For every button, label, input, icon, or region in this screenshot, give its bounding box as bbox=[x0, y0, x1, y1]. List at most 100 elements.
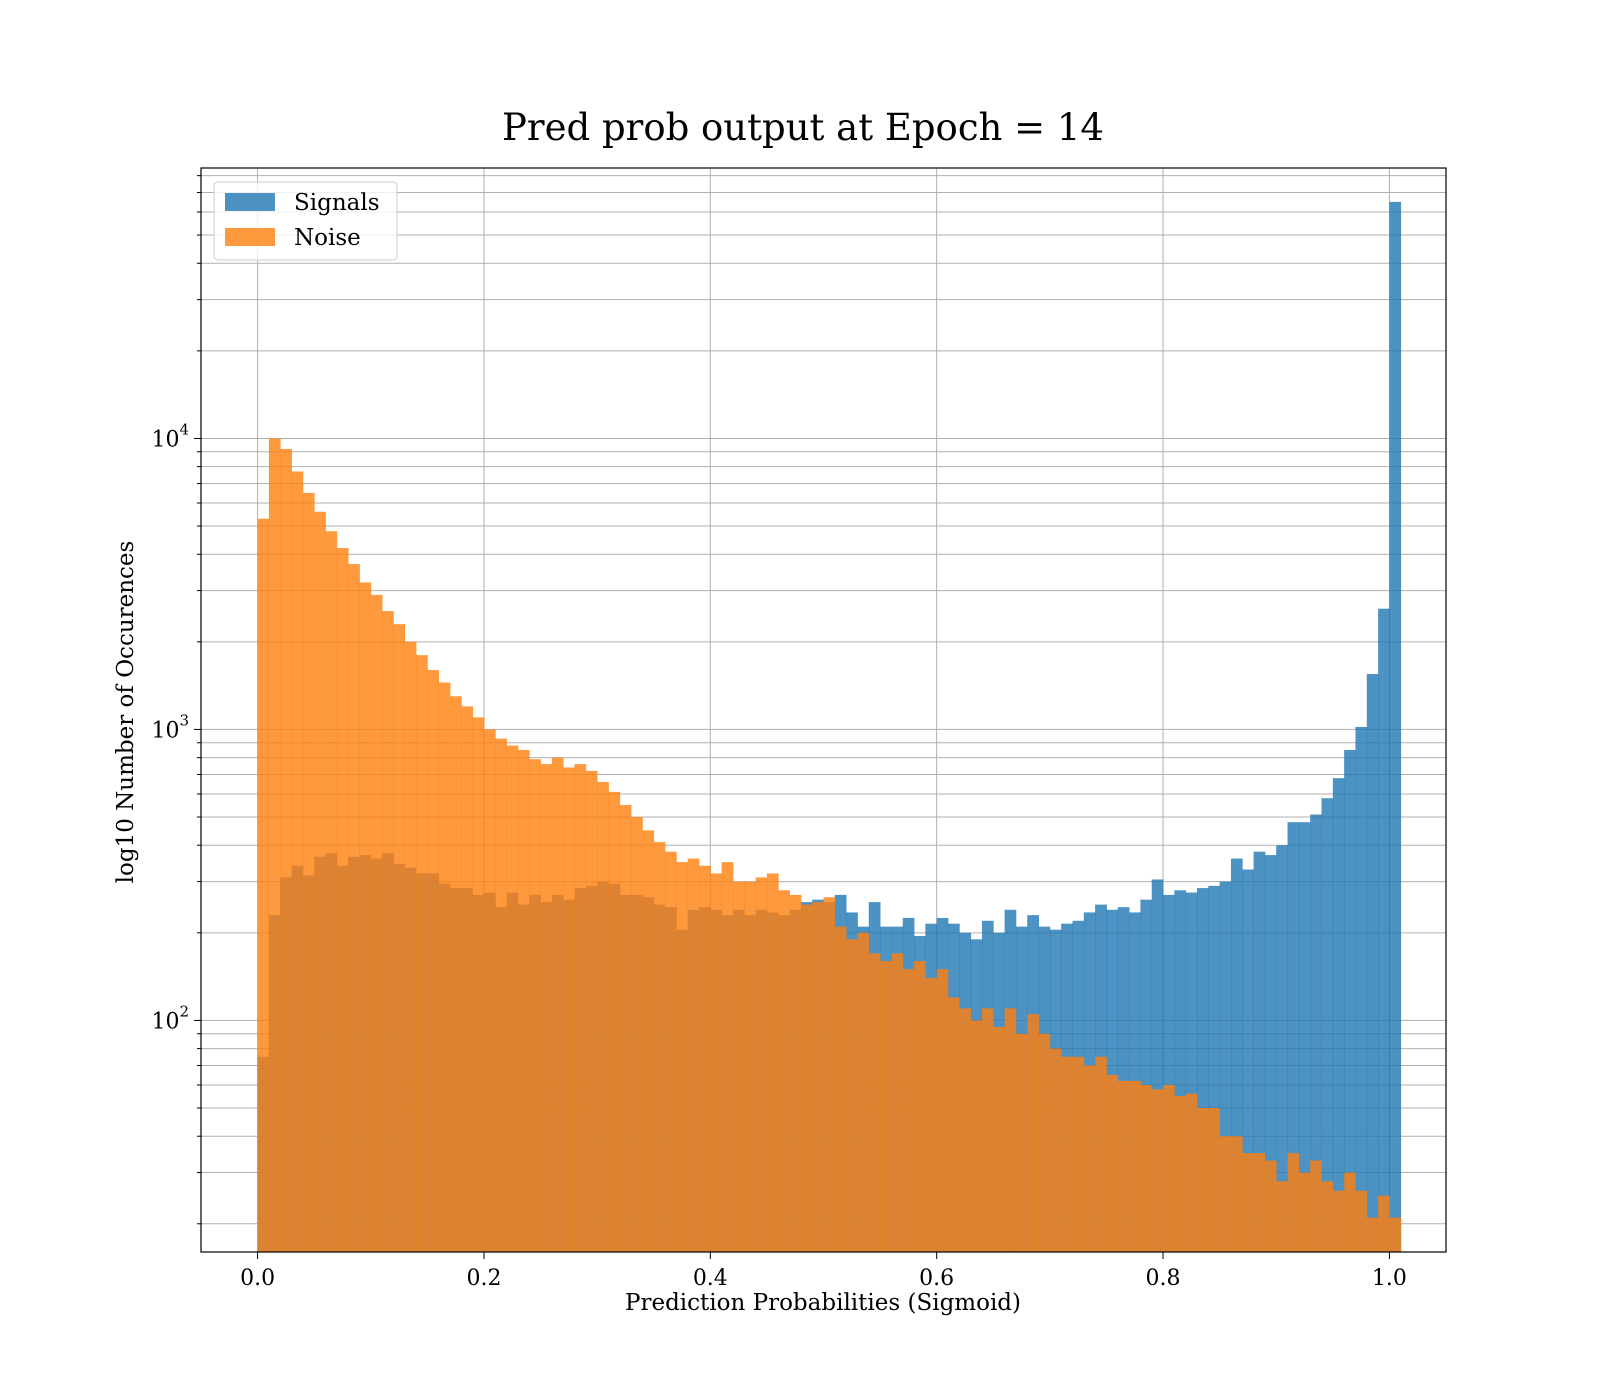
bar-noise bbox=[461, 706, 474, 1252]
bar-signals bbox=[1230, 858, 1243, 1252]
bar-noise bbox=[710, 873, 723, 1252]
bar-noise bbox=[1321, 1181, 1334, 1252]
bar-noise bbox=[823, 897, 836, 1252]
bar-signals bbox=[1185, 892, 1198, 1252]
legend: Signals Noise bbox=[213, 181, 398, 261]
bar-noise bbox=[359, 582, 372, 1252]
bar-noise bbox=[936, 969, 949, 1252]
bar-noise bbox=[1140, 1084, 1153, 1252]
bar-noise bbox=[563, 767, 575, 1252]
bar-signals bbox=[1163, 894, 1175, 1252]
bar-noise bbox=[585, 770, 598, 1252]
axes-frame bbox=[200, 167, 1447, 1253]
bar-noise bbox=[393, 624, 406, 1252]
bar-noise bbox=[902, 969, 915, 1252]
bar-noise bbox=[483, 729, 496, 1252]
series-noise bbox=[257, 438, 1402, 1253]
x-tick-label: 0.4 bbox=[693, 1266, 728, 1291]
bar-noise bbox=[280, 448, 292, 1253]
bar-noise bbox=[1253, 1153, 1266, 1252]
x-tick-label: 0.8 bbox=[1146, 1266, 1181, 1291]
bar-noise bbox=[551, 757, 564, 1252]
bar-noise bbox=[925, 977, 938, 1252]
bar-signals bbox=[1140, 899, 1153, 1252]
bar-noise bbox=[981, 1008, 994, 1252]
bar-noise bbox=[948, 997, 960, 1252]
bar-noise bbox=[1027, 1014, 1039, 1252]
bar-noise bbox=[993, 1026, 1005, 1252]
bar-noise bbox=[495, 738, 507, 1252]
bar-signals bbox=[1378, 608, 1390, 1252]
bar-noise bbox=[1049, 1048, 1062, 1252]
bar-noise bbox=[868, 953, 881, 1252]
bar-noise bbox=[732, 881, 745, 1252]
bar-noise bbox=[517, 749, 530, 1252]
x-tick-label: 1.0 bbox=[1372, 1266, 1407, 1291]
bar-noise bbox=[370, 594, 383, 1252]
bar-noise bbox=[1083, 1065, 1096, 1252]
bar-noise bbox=[1015, 1033, 1028, 1252]
bar-noise bbox=[314, 511, 326, 1253]
bar-noise bbox=[574, 764, 587, 1252]
bar-signals bbox=[1332, 778, 1345, 1252]
y-tick-base: 10 bbox=[151, 718, 179, 743]
bar-signals bbox=[1264, 855, 1277, 1252]
bar-noise bbox=[1151, 1089, 1164, 1252]
bar-noise bbox=[404, 641, 417, 1252]
bar-noise bbox=[1298, 1172, 1311, 1252]
bar-signals bbox=[1151, 879, 1164, 1252]
y-tick-exponent: 4 bbox=[179, 420, 189, 438]
bar-noise bbox=[687, 858, 700, 1252]
bar-signals bbox=[1355, 726, 1368, 1252]
y-tick-exponent: 2 bbox=[179, 1002, 189, 1020]
bar-noise bbox=[1230, 1136, 1243, 1252]
bar-noise bbox=[721, 862, 734, 1252]
bars bbox=[257, 201, 1402, 1253]
bar-noise bbox=[880, 961, 892, 1252]
y-tick-label: 102 bbox=[151, 1002, 189, 1034]
bar-noise bbox=[857, 932, 870, 1252]
x-axis-label: Prediction Probabilities (Sigmoid) bbox=[625, 1290, 1021, 1316]
bar-signals bbox=[1253, 851, 1266, 1252]
legend-label-noise: Noise bbox=[294, 225, 361, 251]
bar-noise bbox=[268, 438, 281, 1252]
bar-noise bbox=[597, 781, 609, 1252]
bar-noise bbox=[540, 764, 553, 1252]
bar-noise bbox=[642, 830, 655, 1252]
y-tick-label: 103 bbox=[151, 711, 189, 743]
bar-noise bbox=[891, 953, 904, 1252]
legend-label-signals: Signals bbox=[294, 190, 380, 216]
bar-noise bbox=[506, 745, 519, 1252]
bar-noise bbox=[472, 717, 485, 1252]
bar-noise bbox=[257, 518, 270, 1252]
bar-noise bbox=[325, 531, 338, 1252]
bar-noise bbox=[1389, 1217, 1402, 1252]
bar-noise bbox=[959, 1008, 972, 1252]
bar-noise bbox=[755, 877, 768, 1252]
bar-noise bbox=[1208, 1108, 1221, 1252]
bar-signals bbox=[1310, 814, 1322, 1252]
bar-noise bbox=[1310, 1160, 1322, 1252]
bar-signals bbox=[1242, 869, 1254, 1252]
bar-noise bbox=[970, 1020, 983, 1252]
y-tick-label: 104 bbox=[151, 420, 189, 452]
bar-noise bbox=[1264, 1160, 1277, 1252]
bar-noise bbox=[1276, 1181, 1288, 1252]
bar-noise bbox=[1344, 1172, 1356, 1252]
legend-swatch-signals bbox=[225, 193, 275, 211]
bar-signals bbox=[1366, 674, 1379, 1252]
bar-noise bbox=[1197, 1108, 1209, 1252]
bar-noise bbox=[1129, 1080, 1141, 1252]
bar-noise bbox=[676, 862, 689, 1252]
bar-noise bbox=[416, 655, 428, 1252]
bar-noise bbox=[1061, 1056, 1073, 1252]
bar-noise bbox=[1219, 1136, 1232, 1252]
y-tick-base: 10 bbox=[151, 427, 179, 452]
bar-noise bbox=[665, 851, 677, 1252]
bar-noise bbox=[529, 759, 541, 1252]
bar-noise bbox=[1038, 1033, 1051, 1252]
bar-signals bbox=[1321, 798, 1334, 1252]
bar-noise bbox=[1332, 1190, 1345, 1252]
x-tick-label: 0.0 bbox=[240, 1266, 275, 1291]
